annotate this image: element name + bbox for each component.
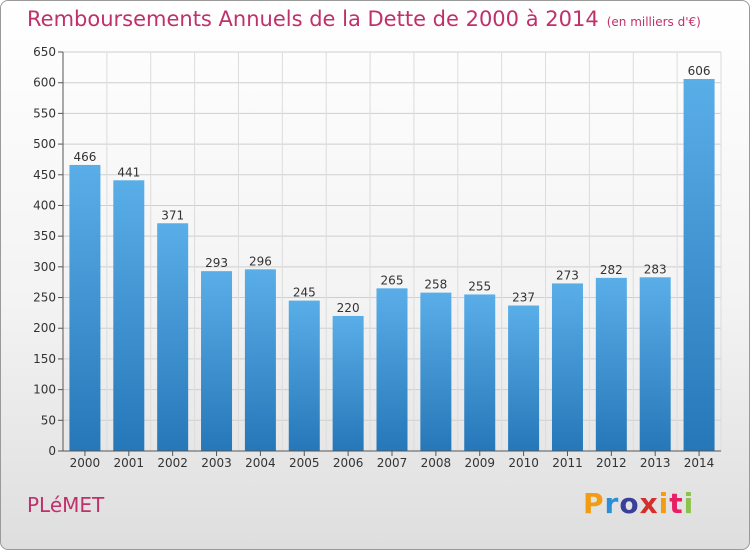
x-tick-label: 2004 — [245, 456, 276, 470]
bar-value-label: 282 — [600, 263, 623, 277]
bar-value-label: 296 — [249, 254, 272, 268]
x-tick-label: 2012 — [596, 456, 627, 470]
x-tick-label: 2009 — [464, 456, 495, 470]
bar — [157, 223, 189, 451]
proxiti-logo: Proxiti — [583, 487, 694, 520]
y-tick-label: 650 — [33, 45, 56, 59]
bar — [595, 277, 627, 451]
y-tick-label: 150 — [33, 352, 56, 366]
x-tick-label: 2010 — [508, 456, 539, 470]
logo-letter: P — [583, 487, 605, 520]
bar — [69, 164, 101, 451]
y-tick-label: 0 — [48, 444, 56, 458]
chart-title: Remboursements Annuels de la Dette de 20… — [27, 7, 701, 31]
logo-letter: i — [683, 487, 695, 520]
x-tick-label: 2005 — [289, 456, 320, 470]
bar-value-label: 245 — [293, 286, 316, 300]
bar-value-label: 293 — [205, 256, 228, 270]
y-tick-label: 450 — [33, 168, 56, 182]
logo-letter: t — [669, 487, 684, 520]
bar — [551, 283, 583, 451]
y-tick-label: 50 — [41, 413, 56, 427]
bar-value-label: 441 — [117, 165, 140, 179]
x-tick-label: 2011 — [552, 456, 583, 470]
bar — [376, 288, 408, 451]
x-tick-label: 2007 — [377, 456, 408, 470]
bar — [639, 277, 671, 451]
title-unit: (en milliers d'€) — [606, 15, 701, 29]
axes: 0 50 100 150 200 250 300 350 400 450 500 550 600 650 2… — [33, 45, 721, 470]
bar-value-label: 220 — [337, 301, 360, 315]
bar-value-label: 273 — [556, 268, 579, 282]
commune-name: PLéMET — [27, 493, 105, 517]
x-tick-label: 2001 — [114, 456, 145, 470]
bar — [332, 315, 364, 451]
logo-letter: o — [619, 487, 640, 520]
y-tick-label: 250 — [33, 291, 56, 305]
logo-letter: r — [604, 487, 620, 520]
bar-value-label: 237 — [512, 291, 535, 305]
bar — [464, 294, 496, 451]
logo-letter: x — [639, 487, 659, 520]
bar — [201, 271, 233, 451]
y-tick-label: 500 — [33, 137, 56, 151]
bar-value-label: 371 — [161, 208, 184, 222]
bar — [420, 292, 452, 451]
bar-value-label: 255 — [468, 279, 491, 293]
x-tick-label: 2008 — [421, 456, 452, 470]
data-labels: 466 441 371 293 296 245 220 265 258 255 237 273 282 2… — [73, 64, 710, 315]
bar-value-label: 265 — [381, 273, 404, 287]
y-tick-label: 600 — [33, 76, 56, 90]
logo-letter: i — [658, 487, 670, 520]
bar — [508, 305, 540, 451]
x-tick-label: 2000 — [70, 456, 101, 470]
bar — [288, 300, 320, 451]
bars — [69, 79, 715, 452]
x-tick-label: 2003 — [201, 456, 232, 470]
y-tick-label: 550 — [33, 106, 56, 120]
y-tick-label: 300 — [33, 260, 56, 274]
x-tick-label: 2013 — [640, 456, 671, 470]
y-tick-label: 200 — [33, 321, 56, 335]
x-tick-label: 2006 — [333, 456, 364, 470]
bar — [113, 180, 145, 452]
y-tick-label: 350 — [33, 229, 56, 243]
bar-value-label: 606 — [688, 64, 711, 78]
x-tick-label: 2014 — [684, 456, 715, 470]
bar — [683, 79, 715, 452]
bar-value-label: 258 — [424, 278, 447, 292]
bar-value-label: 283 — [644, 262, 667, 276]
y-tick-label: 400 — [33, 198, 56, 212]
x-tick-label: 2002 — [157, 456, 188, 470]
y-tick-label: 100 — [33, 383, 56, 397]
bar-value-label: 466 — [73, 150, 96, 164]
title-main: Remboursements Annuels de la Dette de 20… — [27, 7, 599, 31]
bar — [244, 269, 276, 451]
